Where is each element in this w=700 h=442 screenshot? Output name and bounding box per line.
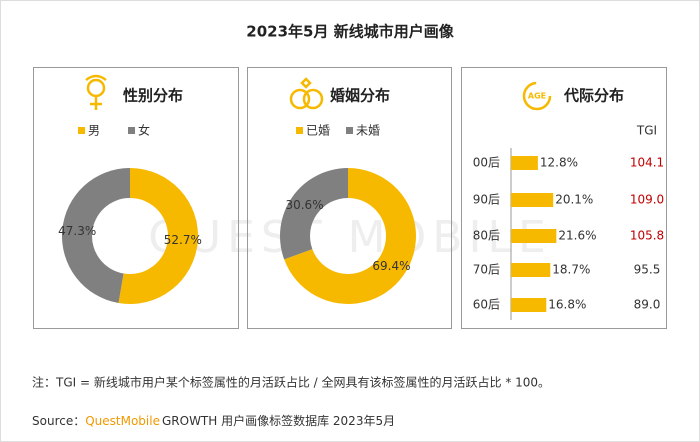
panel xyxy=(247,67,452,329)
tgi-value: 105.8 xyxy=(630,229,664,243)
legend-swatch xyxy=(78,127,85,134)
legend-swatch xyxy=(128,127,135,134)
legend-label: 已婚 xyxy=(306,124,330,138)
data-label: 30.6% xyxy=(285,198,323,212)
panel-title: 代际分布 xyxy=(563,87,624,105)
data-label: 21.6% xyxy=(558,229,596,243)
panel-title: 婚姻分布 xyxy=(330,87,390,105)
legend-label: 女 xyxy=(138,123,150,138)
legend-swatch xyxy=(346,127,353,134)
page-title: 2023年5月 新线城市用户画像 xyxy=(246,23,454,41)
tgi-value: 89.0 xyxy=(634,298,661,312)
data-label: 16.8% xyxy=(548,298,586,312)
source-brand: QuestMobile xyxy=(85,414,160,428)
data-label: 12.8% xyxy=(540,156,578,170)
bar xyxy=(511,156,538,170)
bar xyxy=(511,263,551,277)
note: 注：TGI = 新线城市用户某个标签属性的月活跃占比 / 全网具有该标签属性的月… xyxy=(32,375,550,390)
donut-segment xyxy=(280,168,348,260)
age-icon: AGE xyxy=(522,81,552,111)
legend-label: 男 xyxy=(88,124,100,138)
donut-segment xyxy=(118,168,198,304)
category-label: 90后 xyxy=(473,193,500,207)
svg-text:AGE: AGE xyxy=(528,92,546,101)
donut-segment xyxy=(284,168,416,304)
panel xyxy=(461,67,667,329)
tgi-value: 104.1 xyxy=(630,156,664,170)
tgi-value: 109.0 xyxy=(630,193,664,207)
panel-title: 性别分布 xyxy=(123,87,183,105)
bar xyxy=(511,298,547,312)
legend-label: 未婚 xyxy=(356,124,380,138)
bar xyxy=(511,193,554,207)
bar xyxy=(511,229,557,243)
data-label: 69.4% xyxy=(372,259,410,273)
data-label: 47.3% xyxy=(58,224,96,238)
panel xyxy=(33,67,239,329)
category-label: 60后 xyxy=(473,298,500,312)
tgi-header: TGI xyxy=(636,124,657,138)
category-label: 00后 xyxy=(473,156,500,170)
source: Source：QuestMobile GROWTH 用户画像标签数据库 2023年… xyxy=(32,413,395,428)
category-label: 70后 xyxy=(473,263,500,277)
data-label: 20.1% xyxy=(555,193,593,207)
donut-segment xyxy=(61,168,131,304)
female-icon xyxy=(85,74,107,110)
source-label: Source： xyxy=(32,414,85,428)
tgi-value: 95.5 xyxy=(634,263,661,277)
data-label: 18.7% xyxy=(552,263,590,277)
data-label: 52.7% xyxy=(164,233,202,247)
rings-icon xyxy=(289,77,324,110)
source-text: GROWTH 用户画像标签数据库 2023年5月 xyxy=(162,413,395,428)
legend-swatch xyxy=(296,127,303,134)
category-label: 80后 xyxy=(473,229,500,243)
watermark: QUEST MOBILE xyxy=(148,212,552,263)
